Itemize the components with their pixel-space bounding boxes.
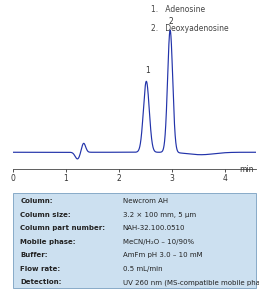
Text: Detection:: Detection: bbox=[20, 279, 62, 285]
Text: MeCN/H₂O – 10/90%: MeCN/H₂O – 10/90% bbox=[123, 239, 194, 245]
Text: 2.   Deoxyadenosine: 2. Deoxyadenosine bbox=[150, 24, 228, 33]
Text: Column:: Column: bbox=[20, 199, 53, 205]
Text: AmFm pH 3.0 – 10 mM: AmFm pH 3.0 – 10 mM bbox=[123, 252, 202, 258]
Text: NAH-32.100.0510: NAH-32.100.0510 bbox=[123, 225, 185, 231]
Text: 0.5 mL/min: 0.5 mL/min bbox=[123, 266, 162, 272]
Text: Column part number:: Column part number: bbox=[20, 225, 105, 231]
Text: Flow rate:: Flow rate: bbox=[20, 266, 60, 272]
Text: Mobile phase:: Mobile phase: bbox=[20, 239, 76, 245]
Text: Newcrom AH: Newcrom AH bbox=[123, 199, 168, 205]
FancyBboxPatch shape bbox=[13, 193, 256, 288]
Text: 3.2 × 100 mm, 5 μm: 3.2 × 100 mm, 5 μm bbox=[123, 212, 196, 218]
Text: 1: 1 bbox=[145, 66, 150, 75]
Text: 2: 2 bbox=[169, 17, 174, 26]
Text: Column size:: Column size: bbox=[20, 212, 71, 218]
Text: UV 260 nm (MS-compatible mobile phase): UV 260 nm (MS-compatible mobile phase) bbox=[123, 279, 259, 286]
Text: min: min bbox=[239, 165, 254, 174]
Text: 1.   Adenosine: 1. Adenosine bbox=[150, 5, 205, 14]
Text: Buffer:: Buffer: bbox=[20, 252, 48, 258]
